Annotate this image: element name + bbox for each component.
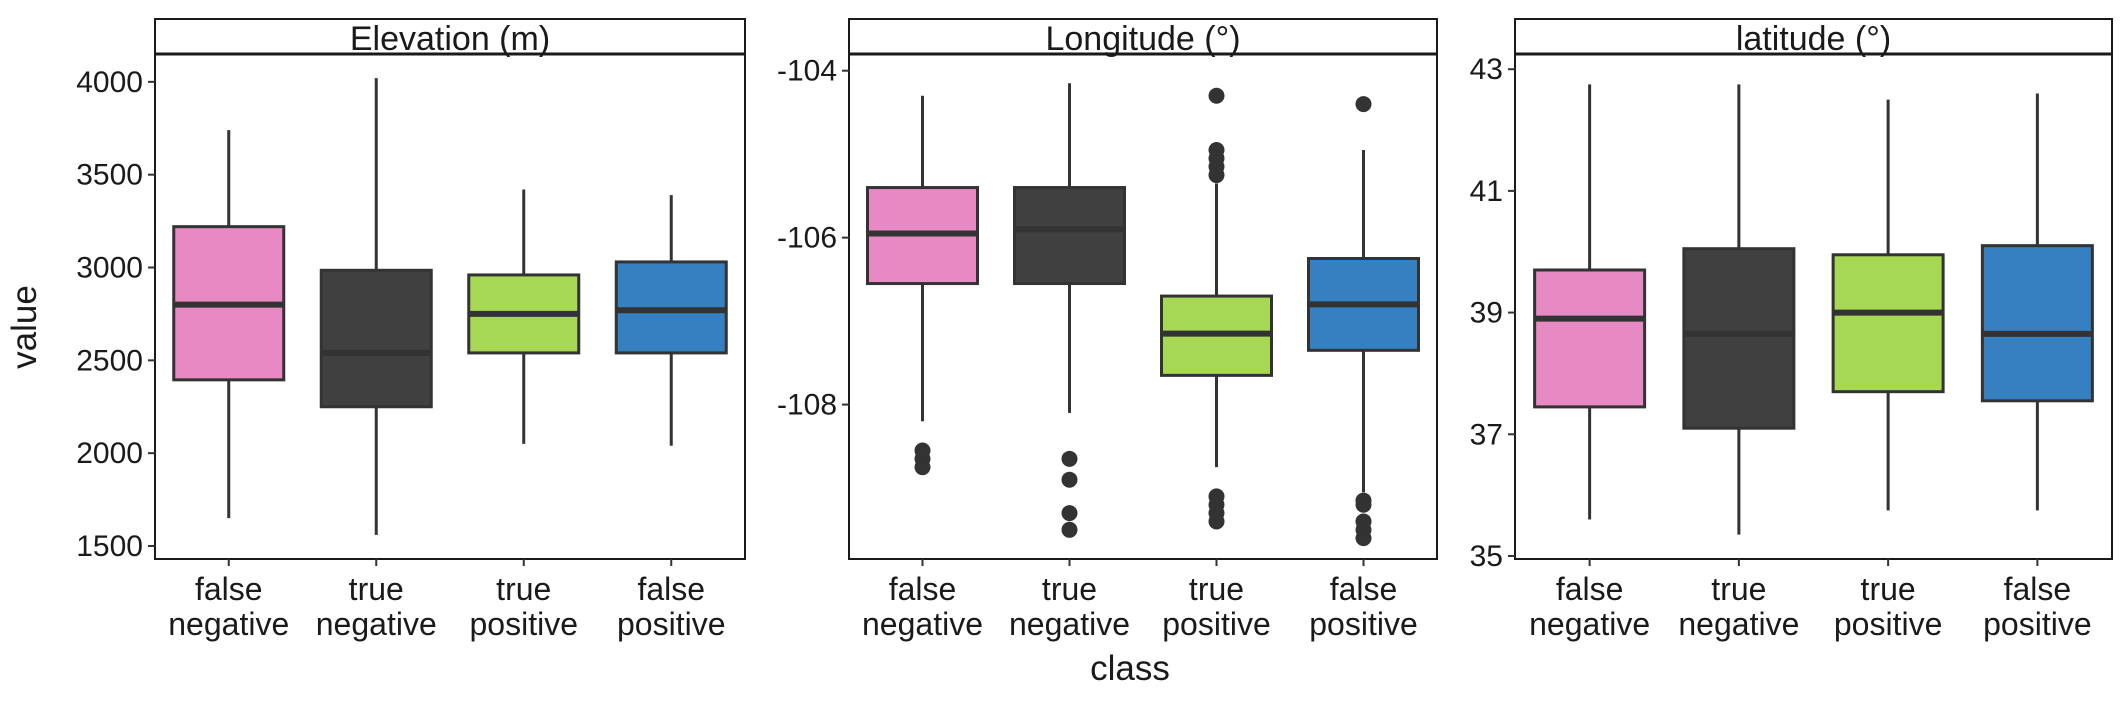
x-tick-label-false-negative: false negative xyxy=(168,571,289,642)
box-true-positive xyxy=(1160,87,1273,530)
y-tick-label: 3000 xyxy=(76,252,143,285)
x-tick-label-true-negative: true negative xyxy=(316,571,437,642)
y-axis-title: value xyxy=(5,285,44,369)
box-false-negative xyxy=(172,130,286,519)
box-false-negative xyxy=(866,95,979,476)
y-tick-label: -108 xyxy=(777,389,837,422)
x-tick-label-true-negative: true negative xyxy=(1678,571,1799,642)
box-iqr xyxy=(1682,247,1796,430)
outlier-point xyxy=(914,459,931,476)
outlier-point xyxy=(1061,521,1078,538)
box-iqr xyxy=(1831,253,1945,394)
box-false-positive xyxy=(1307,96,1420,547)
box-iqr xyxy=(1533,268,1647,409)
y-tick-label: -104 xyxy=(777,55,837,88)
x-tick-label-false-positive: false positive xyxy=(1983,571,2092,642)
facet-panel-longitude: Longitude (°) -104 -106 -108 false negative tr… xyxy=(777,18,1438,642)
outlier-point xyxy=(1355,530,1372,547)
outlier-point xyxy=(1061,471,1078,488)
y-tick-label: 37 xyxy=(1470,418,1503,451)
y-tick-label: 41 xyxy=(1470,175,1503,208)
box-false-positive xyxy=(1980,93,2094,511)
box-false-positive xyxy=(614,195,728,446)
outlier-point xyxy=(1208,87,1225,104)
box-iqr xyxy=(1980,244,2094,403)
y-tick-label: 3500 xyxy=(76,159,143,192)
strip-title: latitude (°) xyxy=(1736,20,1891,58)
x-tick-label-true-negative: true negative xyxy=(1009,571,1130,642)
x-tick-label-true-positive: true positive xyxy=(1834,571,1943,642)
outlier-point xyxy=(1208,167,1225,184)
y-tick-label: 2500 xyxy=(76,344,143,377)
box-true-negative xyxy=(1013,83,1126,538)
y-tick-label: 2000 xyxy=(76,437,143,470)
box-true-negative xyxy=(1682,84,1796,535)
outlier-point xyxy=(1208,513,1225,530)
outlier-point xyxy=(1061,505,1078,522)
facet-panel-latitude: latitude (°) 35 37 39 41 43 false negative true n… xyxy=(1470,18,2113,642)
y-tick-label: 43 xyxy=(1470,53,1503,86)
y-tick-label: 4000 xyxy=(76,66,143,99)
facet-panels: Elevation (m) 1500 2000 2500 3000 3500 4000 fal… xyxy=(76,18,2113,642)
x-tick-label-false-negative: false negative xyxy=(1529,571,1650,642)
strip-title: Longitude (°) xyxy=(1045,20,1240,58)
box-true-negative xyxy=(319,78,433,535)
strip-header-box xyxy=(154,18,746,55)
x-tick-label-false-positive: false positive xyxy=(1309,571,1418,642)
y-tick-label: 35 xyxy=(1470,540,1503,573)
outlier-point xyxy=(1061,450,1078,467)
facet-panel-elevation-m: Elevation (m) 1500 2000 2500 3000 3500 4000 fal… xyxy=(76,18,746,642)
x-tick-label-false-positive: false positive xyxy=(617,571,726,642)
box-iqr xyxy=(1013,186,1126,286)
box-true-positive xyxy=(1831,99,1945,511)
y-tick-label: 39 xyxy=(1470,297,1503,330)
x-tick-label-true-positive: true positive xyxy=(470,571,579,642)
box-false-negative xyxy=(1533,84,1647,520)
box-true-positive xyxy=(467,189,581,444)
y-tick-label: 1500 xyxy=(76,530,143,563)
box-iqr xyxy=(319,268,433,409)
strip-title: Elevation (m) xyxy=(350,20,550,58)
y-tick-label: -106 xyxy=(777,222,837,255)
x-axis-title: class xyxy=(1090,649,1170,688)
x-tick-label-true-positive: true positive xyxy=(1162,571,1271,642)
x-tick-label-false-negative: false negative xyxy=(862,571,983,642)
outlier-point xyxy=(1355,96,1372,113)
outlier-point xyxy=(1355,496,1372,513)
